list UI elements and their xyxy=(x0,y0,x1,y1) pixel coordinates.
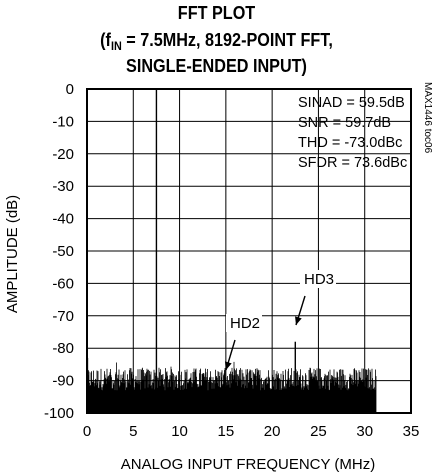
plot-frame xyxy=(86,88,412,414)
annotations: HD2 HD3 xyxy=(224,270,336,371)
y-tick-label: -100 xyxy=(44,405,74,422)
x-tick-label: 25 xyxy=(310,423,327,440)
title-params: = 7.5MHz, 8192-POINT FFT, xyxy=(121,30,333,50)
spectrum-line xyxy=(86,361,377,412)
y-tick-label: -80 xyxy=(52,340,74,357)
annotation-bg xyxy=(300,270,336,288)
part-number: MAX1446 toc06 xyxy=(422,82,433,154)
x-axis-label: ANALOG INPUT FREQUENCY (MHz) xyxy=(121,456,375,473)
y-axis-label: AMPLITUDE (dB) xyxy=(4,195,21,313)
annotation-label: HD3 xyxy=(304,271,334,288)
arrow-head xyxy=(224,361,232,370)
y-tick-label: -50 xyxy=(52,243,74,260)
stat-label: THD = -73.0dBc xyxy=(298,135,402,151)
x-tick-label: 10 xyxy=(171,423,188,440)
y-tick-label: 0 xyxy=(66,81,74,98)
y-tick-label: -70 xyxy=(52,308,74,325)
x-tick-label: 30 xyxy=(356,423,373,440)
x-tick-label: 20 xyxy=(264,423,281,440)
y-tick-label: -20 xyxy=(52,146,74,163)
chart-title-line2: (fIN = 7.5MHz, 8192-POINT FFT, xyxy=(22,30,412,56)
tick-labels: 0 5 10 15 20 25 30 35 0 -10 -20 -30 -40 -50 -60 -70 -80 -… xyxy=(44,81,419,440)
x-tick-label: 35 xyxy=(403,423,420,440)
stat-label: SINAD = 59.5dB xyxy=(298,95,405,111)
x-tick-label: 0 xyxy=(83,423,91,440)
annotation-label: HD2 xyxy=(230,315,260,332)
y-tick-label: -40 xyxy=(52,211,74,228)
title-f-subscript: IN xyxy=(110,39,122,53)
x-tick-label: 5 xyxy=(129,423,137,440)
arrow-head xyxy=(295,316,302,325)
y-tick-label: -30 xyxy=(52,178,74,195)
y-tick-label: -90 xyxy=(52,373,74,390)
annotation-bg xyxy=(226,314,262,332)
y-tick-label: -60 xyxy=(52,275,74,292)
stat-label: SNR = 59.7dB xyxy=(298,115,391,131)
stats-box: SINAD = 59.5dB SNR = 59.7dB THD = -73.0dBc… xyxy=(298,95,407,171)
y-tick-label: -10 xyxy=(52,113,74,130)
title-f: (f xyxy=(100,30,111,50)
chart-title-line1: FFT PLOT xyxy=(177,3,256,23)
stat-label: SFDR = 73.6dBc xyxy=(298,155,407,171)
chart-title-line3: SINGLE-ENDED INPUT) xyxy=(126,56,307,76)
x-tick-label: 15 xyxy=(218,423,235,440)
